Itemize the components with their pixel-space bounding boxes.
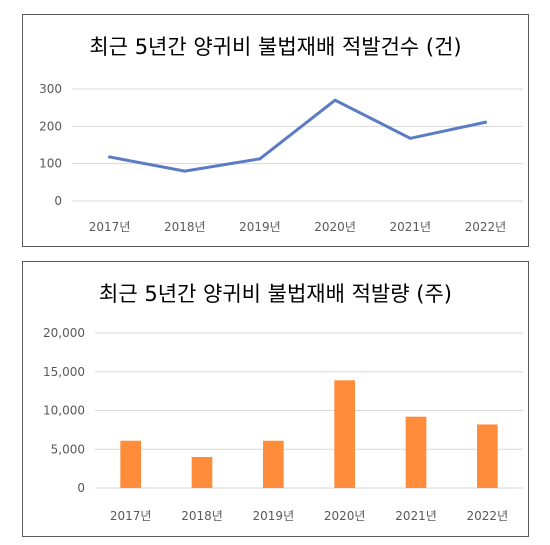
data-point (483, 120, 487, 124)
bar (334, 380, 356, 488)
bar-chart-svg: 0 5,000 10,000 15,000 20,000 2017년 2018년 2019년 2… (43, 326, 523, 523)
x-tick-label: 2021년 (389, 220, 431, 234)
y-tick-label: 10,000 (43, 404, 85, 418)
bar-chart-panel: 최근 5년간 양귀비 불법재배 적발량 (주) 0 5,000 10,000 15,0… (22, 261, 529, 537)
y-tick-label: 20,000 (43, 326, 85, 340)
y-tick-label: 5,000 (51, 442, 85, 456)
bar (405, 416, 427, 488)
y-tick-label: 15,000 (43, 365, 85, 379)
bar (191, 457, 213, 488)
x-tick-label: 2019년 (239, 220, 281, 234)
x-tick-label: 2022년 (467, 509, 509, 523)
y-tick-label: 0 (77, 481, 85, 495)
x-tick-label: 2019년 (253, 509, 295, 523)
x-tick-label: 2018년 (181, 509, 223, 523)
line-chart-panel: 최근 5년간 양귀비 불법재배 적발건수 (건) 0 100 200 300 2017년… (22, 14, 529, 247)
data-point (333, 98, 337, 102)
bar-chart-title: 최근 5년간 양귀비 불법재배 적발량 (주) (99, 282, 452, 306)
data-point (183, 169, 187, 173)
x-tick-label: 2022년 (465, 220, 507, 234)
y-tick-label: 0 (54, 194, 62, 208)
data-point (108, 155, 112, 159)
data-point (258, 157, 262, 161)
line-chart-title: 최근 5년간 양귀비 불법재배 적발건수 (건) (89, 35, 462, 59)
x-tick-label: 2017년 (89, 220, 131, 234)
x-tick-label: 2017년 (110, 509, 152, 523)
y-tick-label: 200 (39, 119, 62, 133)
y-tick-label: 100 (39, 157, 62, 171)
line-chart-svg: 0 100 200 300 2017년 2018년 2019년 2020년 2021년 2022년 (39, 82, 523, 234)
x-tick-label: 2021년 (395, 509, 437, 523)
x-tick-label: 2018년 (164, 220, 206, 234)
line-series (108, 98, 487, 173)
bar (262, 440, 284, 488)
bar (476, 424, 498, 488)
x-tick-label: 2020년 (324, 509, 366, 523)
x-tick-label: 2020년 (314, 220, 356, 234)
y-tick-label: 300 (39, 82, 62, 96)
bar (120, 440, 142, 488)
data-point (408, 136, 412, 140)
